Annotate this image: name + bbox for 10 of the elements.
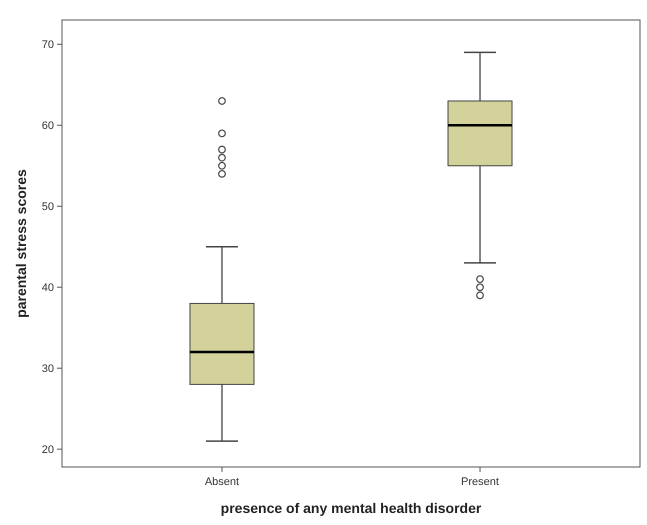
y-tick-label: 20 [42,444,54,456]
y-tick-label: 50 [42,201,54,214]
y-tick-label: 70 [42,39,54,52]
y-axis-title: parental stress scores [13,168,29,318]
x-axis-title: presence of any mental health disorder [220,500,482,516]
y-tick-label: 30 [42,363,54,376]
y-tick-label: 40 [42,282,54,294]
x-tick-label: Absent [204,476,240,488]
y-tick-label: 60 [42,120,54,132]
x-tick-label: Present [461,476,499,488]
